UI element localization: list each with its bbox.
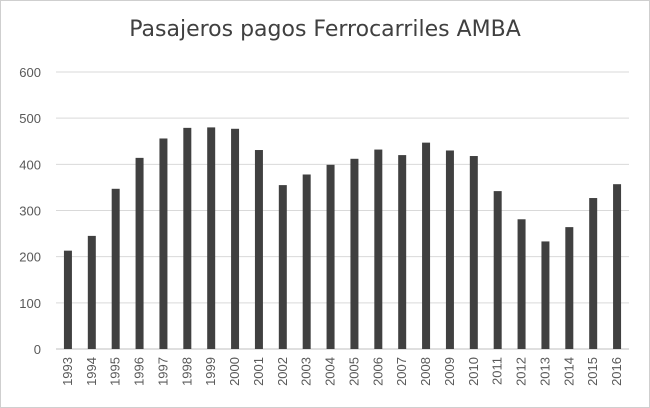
bar-2009: [445, 150, 454, 349]
bar-1994: [87, 235, 96, 349]
x-tick-label: 1997: [155, 357, 170, 386]
x-tick-label: 1995: [108, 357, 123, 386]
bar-1993: [63, 250, 72, 349]
x-tick-label: 2013: [537, 357, 552, 386]
bar-1999: [207, 127, 216, 350]
x-tick-label: 1996: [132, 357, 147, 386]
y-tick-label: 500: [19, 111, 41, 126]
x-tick-label: 2008: [418, 357, 433, 386]
x-tick-label: 2000: [227, 357, 242, 386]
y-tick-label: 400: [19, 157, 41, 172]
x-tick-label: 2002: [275, 357, 290, 386]
bar-2013: [541, 241, 550, 349]
bar-2007: [398, 155, 407, 349]
x-tick-label: 2006: [370, 357, 385, 386]
bar-2015: [589, 198, 598, 349]
bar-2003: [302, 174, 311, 349]
bar-2011: [493, 191, 502, 349]
bar-1996: [135, 157, 144, 349]
x-tick-label: 2014: [561, 357, 576, 386]
x-tick-label: 2001: [251, 357, 266, 386]
x-tick-label: 2012: [514, 357, 529, 386]
x-tick-label: 1998: [179, 357, 194, 386]
x-tick-label: 1993: [60, 357, 75, 386]
x-tick-label: 1994: [84, 357, 99, 386]
bar-1995: [111, 188, 120, 349]
bar-2010: [469, 156, 478, 349]
bar-1998: [183, 127, 192, 349]
chart-title: Pasajeros pagos Ferrocarriles AMBA: [129, 17, 521, 42]
y-tick-label: 100: [19, 296, 41, 311]
x-tick-label: 2016: [609, 357, 624, 386]
x-tick-label: 2011: [490, 357, 505, 385]
x-tick-label: 2010: [466, 357, 481, 386]
x-tick-label: 2015: [585, 357, 600, 386]
x-tick-label: 2003: [299, 357, 314, 386]
x-tick-label: 2009: [442, 357, 457, 386]
y-tick-label: 300: [19, 204, 41, 219]
x-tick-label: 2004: [323, 357, 338, 386]
bar-2000: [231, 128, 240, 349]
x-tick-label: 1999: [203, 357, 218, 386]
bar-2016: [613, 184, 622, 349]
bar-2008: [422, 142, 431, 349]
bar-1997: [159, 138, 168, 349]
bar-2012: [517, 219, 526, 349]
bar-2014: [565, 227, 574, 349]
bar-2004: [326, 164, 335, 349]
y-tick-label: 200: [19, 250, 41, 265]
y-tick-label: 0: [34, 342, 41, 357]
bar-2001: [254, 150, 263, 349]
x-tick-label: 2007: [394, 357, 409, 386]
bar-2002: [278, 185, 287, 349]
bar-2006: [374, 149, 383, 349]
y-tick-label: 600: [19, 65, 41, 80]
x-tick-label: 2005: [346, 357, 361, 386]
bar-2005: [350, 158, 359, 349]
